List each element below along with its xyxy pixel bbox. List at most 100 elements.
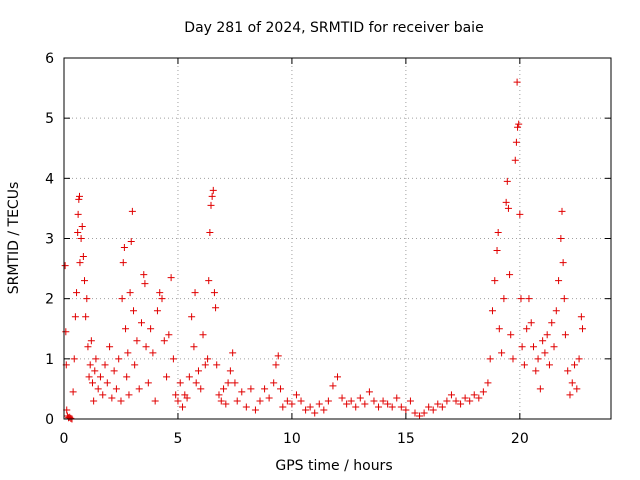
data-point xyxy=(61,262,69,270)
data-point xyxy=(215,391,223,399)
data-point xyxy=(388,403,396,411)
data-point xyxy=(160,337,168,345)
data-point xyxy=(518,343,526,351)
y-tick-label: 1 xyxy=(45,352,54,368)
data-point xyxy=(75,192,83,200)
data-point xyxy=(185,373,193,381)
data-point xyxy=(512,138,520,146)
data-point xyxy=(71,313,79,321)
x-tick-label: 10 xyxy=(283,431,301,447)
data-point xyxy=(315,400,323,408)
y-tick-label: 0 xyxy=(45,412,54,428)
data-point xyxy=(190,343,198,351)
data-point xyxy=(174,397,182,405)
data-point xyxy=(527,319,535,327)
data-point xyxy=(87,337,95,345)
data-point xyxy=(91,367,99,375)
data-point xyxy=(541,349,549,357)
data-point xyxy=(466,397,474,405)
data-point xyxy=(270,379,278,387)
data-point xyxy=(425,403,433,411)
data-point xyxy=(77,235,85,242)
data-point xyxy=(212,304,220,312)
data-point xyxy=(452,397,460,405)
data-point xyxy=(356,394,364,402)
data-point xyxy=(479,388,487,396)
data-point xyxy=(334,373,341,381)
data-point xyxy=(231,379,239,387)
y-tick-label: 3 xyxy=(45,232,54,248)
data-point xyxy=(504,204,512,212)
data-point xyxy=(188,313,196,321)
data-point xyxy=(124,349,132,357)
data-point xyxy=(543,331,551,339)
data-point xyxy=(434,400,442,408)
data-point xyxy=(75,195,83,203)
data-point xyxy=(560,295,568,303)
data-point xyxy=(82,313,90,321)
data-point xyxy=(555,277,563,285)
data-point xyxy=(365,388,373,396)
y-tick-label: 2 xyxy=(45,292,54,308)
data-point xyxy=(475,394,483,402)
data-point xyxy=(384,400,392,408)
data-point xyxy=(406,397,414,405)
data-point xyxy=(94,385,102,393)
data-point xyxy=(493,247,501,255)
data-point xyxy=(517,295,525,303)
data-point xyxy=(78,222,86,230)
data-point xyxy=(126,289,134,297)
chart-title: Day 281 of 2024, SRMTID for receiver bai… xyxy=(184,20,483,36)
data-point xyxy=(520,361,528,369)
data-point xyxy=(516,210,524,218)
data-point xyxy=(83,295,91,303)
data-point xyxy=(90,397,98,405)
data-point xyxy=(153,307,161,315)
data-point xyxy=(92,355,100,363)
data-point xyxy=(144,379,152,387)
data-point xyxy=(532,367,540,375)
data-point xyxy=(88,379,96,387)
data-point xyxy=(370,397,378,405)
data-point xyxy=(568,379,576,387)
data-point xyxy=(179,403,187,411)
data-point xyxy=(557,235,565,242)
data-point xyxy=(130,307,138,315)
data-point xyxy=(149,349,157,357)
data-point xyxy=(523,325,531,333)
data-point xyxy=(265,394,273,402)
data-point xyxy=(311,409,319,417)
data-point xyxy=(128,207,136,215)
data-point xyxy=(67,414,75,422)
data-point xyxy=(488,307,496,315)
data-point xyxy=(238,388,246,396)
data-point xyxy=(222,400,230,408)
data-point xyxy=(375,403,383,411)
data-point xyxy=(79,253,87,261)
data-point xyxy=(297,397,305,405)
x-tick-label: 20 xyxy=(511,431,529,447)
data-point xyxy=(509,355,517,363)
data-point xyxy=(470,391,478,399)
data-point xyxy=(525,295,533,303)
data-point xyxy=(135,385,143,393)
data-point xyxy=(115,355,123,363)
data-point xyxy=(151,397,159,405)
data-point xyxy=(192,379,200,387)
data-point xyxy=(272,361,280,369)
data-point xyxy=(103,379,111,387)
data-point xyxy=(176,379,184,387)
data-point xyxy=(513,78,521,86)
data-point xyxy=(534,355,542,363)
data-point xyxy=(242,403,250,411)
data-point xyxy=(118,295,126,303)
data-point xyxy=(123,373,131,381)
data-point xyxy=(411,409,419,417)
data-point xyxy=(561,331,569,339)
data-point xyxy=(539,337,547,345)
data-point xyxy=(292,391,300,399)
data-point xyxy=(183,394,191,402)
data-point xyxy=(122,325,130,333)
data-point xyxy=(347,397,355,405)
